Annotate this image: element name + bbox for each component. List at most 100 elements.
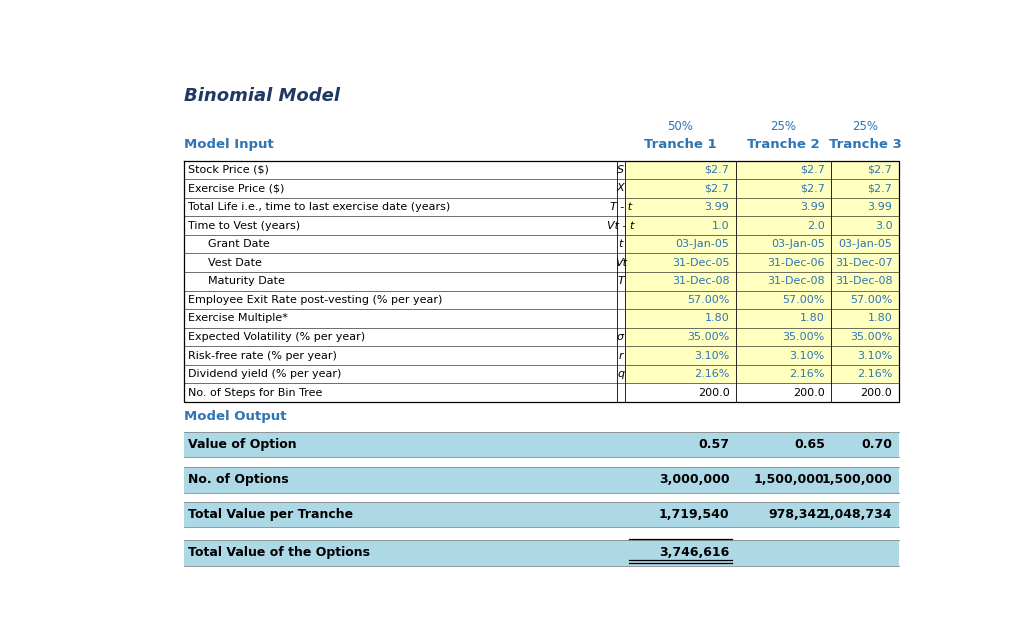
Text: Employee Exit Rate post-vesting (% per year): Employee Exit Rate post-vesting (% per y…: [188, 295, 442, 305]
Text: 0.57: 0.57: [698, 438, 730, 451]
Bar: [624, 216, 736, 235]
Bar: [736, 346, 831, 365]
Text: 1,719,540: 1,719,540: [659, 508, 730, 521]
Text: Stock Price ($): Stock Price ($): [188, 165, 269, 175]
Bar: [831, 272, 899, 291]
Text: 31-Dec-08: 31-Dec-08: [767, 276, 825, 286]
Bar: [624, 253, 736, 272]
Text: Tranche 3: Tranche 3: [828, 138, 901, 151]
Text: t: t: [618, 239, 623, 249]
Text: 3.10%: 3.10%: [789, 351, 825, 360]
Text: 3.0: 3.0: [874, 221, 893, 230]
Text: 57.00%: 57.00%: [850, 295, 893, 305]
Text: Dividend yield (% per year): Dividend yield (% per year): [188, 369, 341, 379]
Text: 200.0: 200.0: [698, 388, 730, 398]
Text: Binomial Model: Binomial Model: [183, 86, 339, 104]
Text: 50%: 50%: [667, 120, 693, 132]
Text: 1,500,000: 1,500,000: [822, 474, 893, 486]
Text: 3.10%: 3.10%: [857, 351, 893, 360]
Bar: [183, 502, 899, 527]
Text: Tranche 1: Tranche 1: [644, 138, 716, 151]
Text: 200.0: 200.0: [793, 388, 825, 398]
Bar: [736, 272, 831, 291]
Text: T: T: [617, 276, 624, 286]
Text: X: X: [617, 184, 624, 193]
Text: 978,342: 978,342: [768, 508, 825, 521]
Bar: [831, 309, 899, 328]
Bar: [183, 431, 899, 457]
Text: 35.00%: 35.00%: [782, 332, 825, 342]
Text: Total Life i.e., time to last exercise date (years): Total Life i.e., time to last exercise d…: [188, 202, 450, 212]
Text: Vt - t: Vt - t: [607, 221, 634, 230]
Text: Tranche 2: Tranche 2: [747, 138, 820, 151]
Text: 1.0: 1.0: [711, 221, 730, 230]
Bar: [831, 216, 899, 235]
Text: 2.16%: 2.16%: [694, 369, 730, 379]
Text: 31-Dec-07: 31-Dec-07: [834, 258, 893, 268]
Text: 1,048,734: 1,048,734: [822, 508, 893, 521]
Text: 200.0: 200.0: [861, 388, 893, 398]
Text: r: r: [618, 351, 623, 360]
Text: 0.70: 0.70: [861, 438, 893, 451]
Bar: [736, 328, 831, 346]
Bar: [736, 291, 831, 309]
Bar: [624, 365, 736, 383]
Text: No. of Steps for Bin Tree: No. of Steps for Bin Tree: [188, 388, 322, 398]
Text: 3.99: 3.99: [867, 202, 893, 212]
Bar: [831, 365, 899, 383]
Bar: [736, 235, 831, 253]
Text: 3,000,000: 3,000,000: [659, 474, 730, 486]
Text: Value of Option: Value of Option: [188, 438, 296, 451]
Text: Expected Volatility (% per year): Expected Volatility (% per year): [188, 332, 365, 342]
Bar: [624, 328, 736, 346]
Bar: [183, 540, 899, 566]
Text: 2.0: 2.0: [807, 221, 825, 230]
Text: Maturity Date: Maturity Date: [207, 276, 285, 286]
Text: 35.00%: 35.00%: [850, 332, 893, 342]
Text: 3.10%: 3.10%: [694, 351, 730, 360]
Bar: [736, 216, 831, 235]
Bar: [624, 309, 736, 328]
Bar: [831, 253, 899, 272]
Text: 0.65: 0.65: [794, 438, 825, 451]
Bar: [624, 291, 736, 309]
Text: Grant Date: Grant Date: [207, 239, 270, 249]
Text: Model Output: Model Output: [183, 410, 286, 423]
Text: 1,500,000: 1,500,000: [754, 474, 825, 486]
Bar: [624, 346, 736, 365]
Text: 03-Jan-05: 03-Jan-05: [838, 239, 893, 249]
Text: 31-Dec-06: 31-Dec-06: [768, 258, 825, 268]
Text: 57.00%: 57.00%: [687, 295, 730, 305]
Text: 2.16%: 2.16%: [789, 369, 825, 379]
Text: $2.7: $2.7: [800, 184, 825, 193]
Bar: [624, 235, 736, 253]
Bar: [831, 328, 899, 346]
Bar: [624, 161, 736, 179]
Bar: [736, 161, 831, 179]
Bar: [736, 198, 831, 216]
Text: 1.80: 1.80: [867, 314, 893, 323]
Text: $2.7: $2.7: [800, 165, 825, 175]
Bar: [831, 383, 899, 402]
Bar: [831, 198, 899, 216]
Text: Risk-free rate (% per year): Risk-free rate (% per year): [188, 351, 336, 360]
Bar: [736, 179, 831, 198]
Text: Exercise Multiple*: Exercise Multiple*: [188, 314, 288, 323]
Text: 31-Dec-08: 31-Dec-08: [834, 276, 893, 286]
Text: 2.16%: 2.16%: [857, 369, 893, 379]
Bar: [624, 383, 736, 402]
Bar: [624, 198, 736, 216]
Text: 31-Dec-05: 31-Dec-05: [672, 258, 730, 268]
Text: 31-Dec-08: 31-Dec-08: [671, 276, 730, 286]
Text: $2.7: $2.7: [704, 184, 730, 193]
Text: Exercise Price ($): Exercise Price ($): [188, 184, 284, 193]
Text: $2.7: $2.7: [704, 165, 730, 175]
Text: 25%: 25%: [852, 120, 877, 132]
Text: $2.7: $2.7: [867, 184, 893, 193]
Text: 03-Jan-05: 03-Jan-05: [771, 239, 825, 249]
Bar: [831, 179, 899, 198]
Bar: [736, 365, 831, 383]
Text: 03-Jan-05: 03-Jan-05: [675, 239, 730, 249]
Bar: [183, 467, 899, 493]
Bar: [831, 235, 899, 253]
